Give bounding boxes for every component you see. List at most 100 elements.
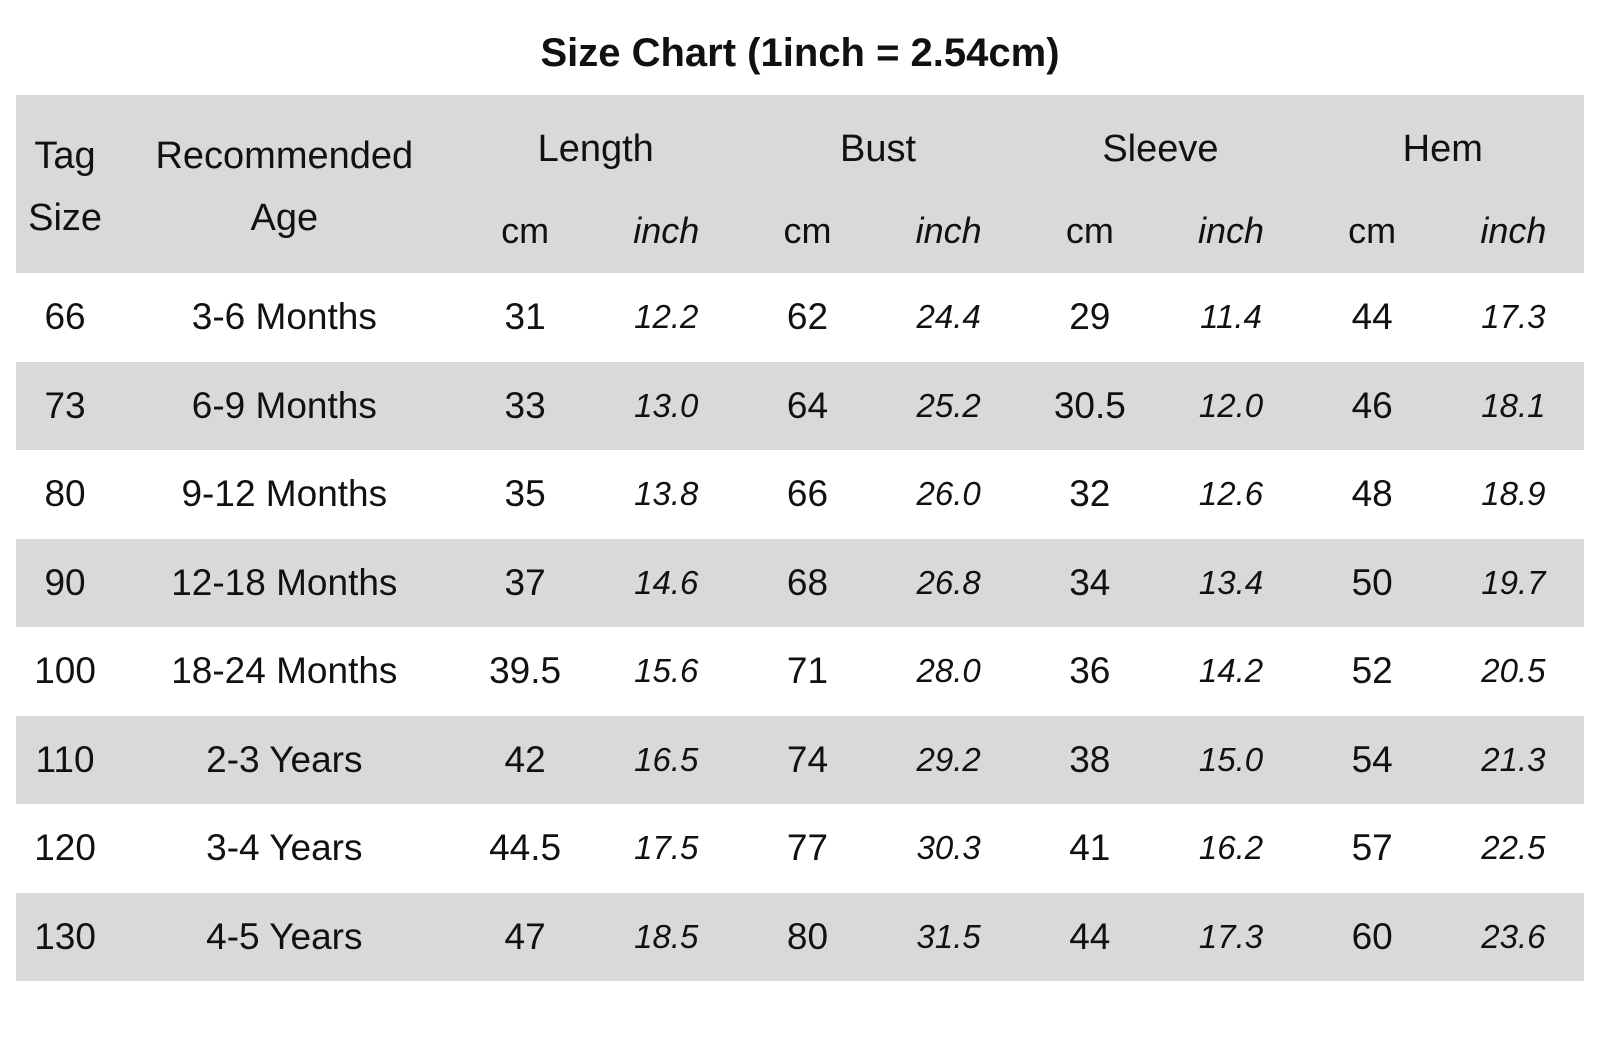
cell-length-inch: 12.2 (634, 298, 699, 336)
header-hem: Hem (1402, 127, 1483, 170)
cell-length-cm: 37 (504, 561, 546, 603)
table-row: 66 3-6 Months 31 12.2 62 24.4 29 11.4 44… (16, 273, 1584, 362)
table-row: 120 3-4 Years 44.5 17.5 77 30.3 41 16.2 … (16, 804, 1584, 893)
cell-recommended-age: 3-6 Months (191, 296, 377, 338)
cell-length-inch: 17.5 (634, 829, 699, 867)
cell-recommended-age: 6-9 Months (191, 384, 377, 426)
cell-length-inch: 13.0 (634, 386, 699, 424)
table-row: 110 2-3 Years 42 16.5 74 29.2 38 15.0 54… (16, 715, 1584, 804)
cell-tag-size: 73 (44, 384, 86, 426)
cell-hem-inch: 17.3 (1481, 298, 1546, 336)
cell-bust-cm: 71 (786, 650, 829, 692)
cell-tag-size: 80 (44, 473, 86, 515)
header-recommended-age-line1: Recommended (155, 135, 414, 177)
cell-hem-cm: 52 (1351, 650, 1393, 692)
size-chart-table: Tag Size Recommended Age Length Bust Sle… (16, 95, 1584, 981)
cell-recommended-age: 9-12 Months (181, 473, 388, 515)
cell-sleeve-inch: 14.2 (1198, 652, 1264, 690)
cell-bust-cm: 68 (786, 561, 829, 603)
cell-length-cm: 39.5 (489, 650, 562, 692)
cell-hem-cm: 44 (1351, 296, 1393, 338)
cell-bust-cm: 80 (786, 915, 829, 957)
cell-length-inch: 15.6 (634, 652, 699, 690)
cell-sleeve-cm: 30.5 (1053, 384, 1126, 426)
cell-tag-size: 100 (34, 650, 96, 692)
header-tag-size-line2: Size (28, 197, 103, 239)
cell-recommended-age: 3-4 Years (206, 827, 363, 869)
cell-bust-inch: 30.3 (916, 829, 981, 867)
cell-sleeve-inch: 17.3 (1198, 917, 1264, 955)
cell-sleeve-cm: 36 (1069, 650, 1111, 692)
cell-recommended-age: 18-24 Months (171, 650, 398, 692)
header-length-inch: inch (633, 210, 700, 251)
cell-length-cm: 33 (504, 384, 546, 426)
cell-hem-cm: 54 (1351, 738, 1393, 780)
cell-bust-inch: 29.2 (916, 740, 981, 778)
cell-length-cm: 44.5 (489, 827, 562, 869)
cell-hem-cm: 57 (1351, 827, 1393, 869)
header-bust-inch: inch (915, 210, 982, 251)
cell-sleeve-cm: 29 (1069, 296, 1111, 338)
header-recommended-age: Recommended Age (114, 95, 454, 273)
cell-sleeve-inch: 13.4 (1198, 563, 1264, 601)
cell-length-cm: 42 (504, 738, 546, 780)
table-row: 130 4-5 Years 47 18.5 80 31.5 44 17.3 60… (16, 892, 1584, 981)
cell-bust-cm: 77 (786, 827, 829, 869)
header-bust: Bust (840, 127, 917, 170)
cell-hem-inch: 18.9 (1481, 475, 1546, 513)
cell-sleeve-inch: 12.6 (1198, 475, 1264, 513)
cell-sleeve-cm: 44 (1069, 915, 1111, 957)
cell-sleeve-inch: 15.0 (1198, 740, 1264, 778)
cell-hem-cm: 60 (1351, 915, 1393, 957)
cell-sleeve-cm: 32 (1069, 473, 1111, 515)
cell-tag-size: 66 (44, 296, 86, 338)
header-recommended-age-line2: Age (250, 197, 319, 239)
cell-hem-inch: 20.5 (1481, 652, 1546, 690)
cell-hem-inch: 19.7 (1481, 563, 1546, 601)
cell-sleeve-inch: 16.2 (1198, 829, 1264, 867)
header-sleeve-cm: cm (1065, 210, 1114, 251)
header-sleeve-inch: inch (1197, 210, 1265, 251)
cell-bust-cm: 64 (786, 384, 829, 426)
cell-recommended-age: 12-18 Months (171, 561, 398, 603)
cell-hem-inch: 18.1 (1481, 386, 1546, 424)
cell-length-inch: 16.5 (634, 740, 699, 778)
cell-sleeve-inch: 12.0 (1198, 386, 1264, 424)
cell-recommended-age: 2-3 Years (206, 738, 363, 780)
cell-sleeve-cm: 41 (1069, 827, 1111, 869)
header-tag-size-line1: Tag (34, 135, 96, 177)
cell-recommended-age: 4-5 Years (206, 915, 363, 957)
cell-hem-inch: 23.6 (1481, 917, 1546, 955)
header-tag-size: Tag Size (16, 95, 114, 273)
cell-hem-cm: 48 (1351, 473, 1393, 515)
cell-bust-cm: 66 (786, 473, 829, 515)
cell-tag-size: 130 (34, 915, 96, 957)
page-title: Size Chart (1inch = 2.54cm) (540, 31, 1060, 75)
table-row: 90 12-18 Months 37 14.6 68 26.8 34 13.4 … (16, 538, 1584, 627)
header-bust-cm: cm (783, 210, 832, 251)
cell-sleeve-cm: 34 (1069, 561, 1111, 603)
cell-length-cm: 31 (504, 296, 546, 338)
cell-tag-size: 110 (35, 738, 95, 780)
table-row: 100 18-24 Months 39.5 15.6 71 28.0 36 14… (16, 627, 1584, 716)
cell-length-cm: 35 (504, 473, 546, 515)
cell-hem-cm: 46 (1351, 384, 1393, 426)
cell-length-inch: 18.5 (634, 917, 699, 955)
cell-bust-inch: 26.8 (916, 563, 981, 601)
header-hem-cm: cm (1348, 210, 1397, 251)
cell-bust-cm: 62 (786, 296, 829, 338)
cell-tag-size: 120 (34, 827, 96, 869)
cell-bust-inch: 28.0 (916, 652, 981, 690)
table-row: 80 9-12 Months 35 13.8 66 26.0 32 12.6 4… (16, 450, 1584, 539)
cell-bust-inch: 26.0 (916, 475, 981, 513)
header-hem-inch: inch (1480, 210, 1547, 251)
cell-hem-cm: 50 (1351, 561, 1393, 603)
cell-length-cm: 47 (504, 915, 546, 957)
cell-tag-size: 90 (44, 561, 86, 603)
header-length: Length (537, 127, 654, 170)
cell-hem-inch: 21.3 (1481, 740, 1546, 778)
table-row: 73 6-9 Months 33 13.0 64 25.2 30.5 12.0 … (16, 361, 1584, 450)
header-sleeve: Sleeve (1102, 127, 1219, 170)
header-row-groups: Tag Size Recommended Age Length Bust Sle… (16, 95, 1584, 239)
cell-length-inch: 14.6 (634, 563, 699, 601)
